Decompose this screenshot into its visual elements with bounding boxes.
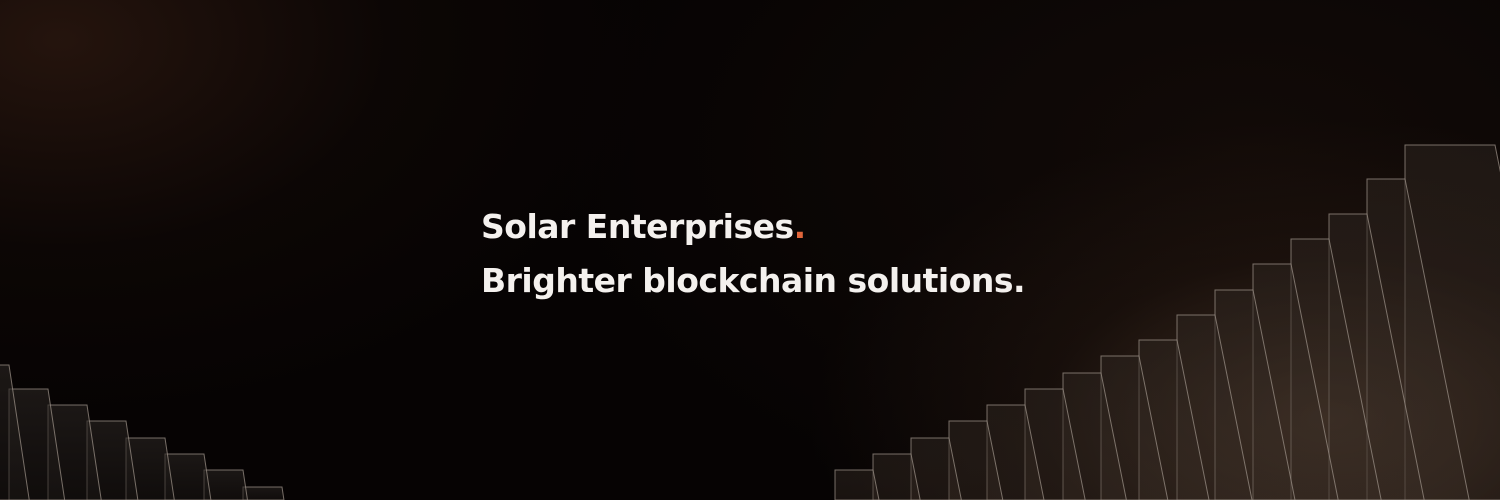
stair-step [8,388,66,500]
stair-step [986,404,1045,500]
stair-step [834,469,880,500]
stair-step [1176,314,1253,500]
tagline: Brighter blockchain solutions. [481,261,1026,300]
stair-step [1252,263,1339,500]
stair-step [164,453,212,500]
stair-step [1214,289,1296,500]
stair-step [242,486,285,500]
stair-step [948,420,1004,500]
stair-step [125,437,175,500]
stair-step [203,469,249,500]
company-name: Solar Enterprises [481,207,794,246]
stair-step [86,420,139,500]
stair-step [1024,388,1086,500]
stair-step [47,404,102,500]
headline: Solar Enterprises. Brighter blockchain s… [481,200,1026,308]
stair-step [1138,339,1210,500]
stair-step [0,364,30,500]
right-stairs [834,144,1500,500]
stair-step [1100,355,1169,500]
stair-step [1366,178,1470,500]
accent-dot: . [793,207,807,246]
company-name-line: Solar Enterprises. [481,200,1025,254]
stair-step [1328,213,1425,500]
left-stairs [0,364,285,500]
stair-step [1062,372,1127,500]
stair-step [910,437,962,500]
stair-step [1290,238,1382,500]
stair-step [1404,144,1500,500]
stair-step [872,453,921,500]
